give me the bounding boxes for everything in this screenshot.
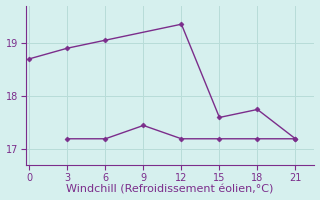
X-axis label: Windchill (Refroidissement éolien,°C): Windchill (Refroidissement éolien,°C) [66,184,274,194]
